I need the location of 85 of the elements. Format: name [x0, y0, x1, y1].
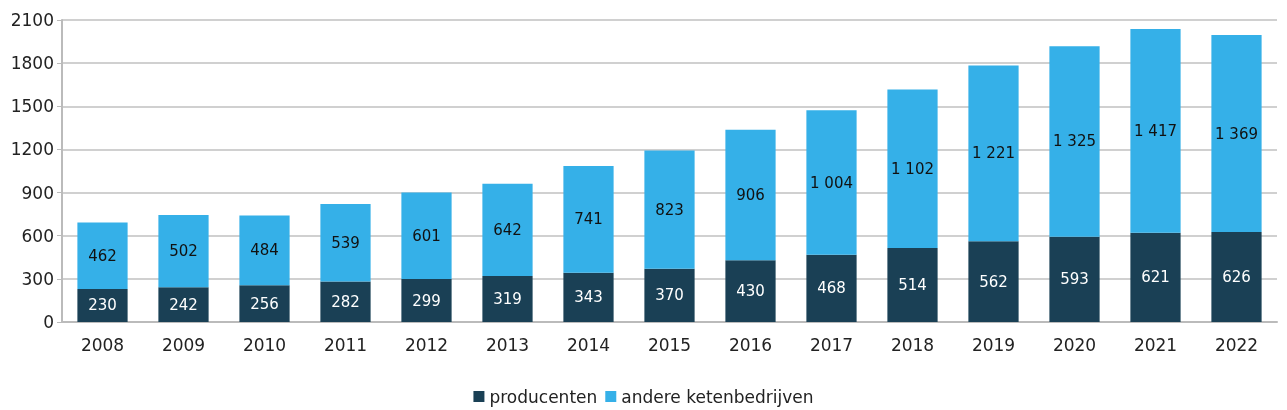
bar: [644, 268, 695, 322]
data-label: 626: [1222, 267, 1251, 286]
bar: [806, 254, 857, 322]
x-tick-label: 2009: [161, 334, 206, 355]
bar: [968, 65, 1019, 242]
bar: [563, 272, 614, 322]
x-tick-label: 2010: [242, 334, 287, 355]
bar: [1130, 232, 1181, 322]
data-label: 906: [736, 186, 765, 205]
data-label: 256: [250, 294, 279, 313]
data-label: 468: [817, 279, 846, 298]
x-tick-label: 2012: [404, 334, 449, 355]
data-label: 642: [493, 220, 522, 239]
data-label: 242: [169, 295, 198, 314]
data-label: 514: [898, 276, 927, 295]
bar: [725, 260, 776, 322]
data-label: 741: [574, 210, 603, 229]
y-tick-label: 2100: [10, 10, 54, 30]
data-label: 430: [736, 282, 765, 301]
x-tick-label: 2021: [1133, 334, 1178, 355]
x-tick-label: 2014: [566, 334, 611, 355]
bar: [320, 281, 371, 322]
bar: [401, 279, 452, 322]
legend-label: producenten: [489, 386, 598, 407]
bar: [725, 129, 776, 261]
data-label: 539: [331, 233, 360, 252]
bar: [158, 215, 209, 288]
y-tick-label: 0: [43, 312, 54, 332]
bar: [1211, 35, 1262, 232]
x-tick-label: 2011: [323, 334, 368, 355]
x-tick-label: 2022: [1214, 334, 1259, 355]
x-tick-label: 2008: [80, 334, 125, 355]
x-tick-label: 2013: [485, 334, 530, 355]
x-tick-label: 2020: [1052, 334, 1097, 355]
data-label: 601: [412, 226, 441, 245]
data-label: 1 417: [1134, 121, 1177, 140]
data-label: 370: [655, 286, 684, 305]
data-label: 621: [1141, 268, 1170, 287]
data-label: 1 004: [810, 173, 853, 192]
bar: [77, 222, 128, 289]
bar: [563, 166, 614, 273]
bar: [644, 150, 695, 269]
x-tick-label: 2019: [971, 334, 1016, 355]
data-label: 462: [88, 246, 117, 265]
data-label: 1 325: [1053, 132, 1096, 151]
x-tick-label: 2017: [809, 334, 854, 355]
bar: [320, 203, 371, 282]
y-tick-label: 1500: [10, 96, 54, 117]
x-tick-label: 2018: [890, 334, 935, 355]
legend-label: andere ketenbedrijven: [621, 386, 814, 407]
data-label: 343: [574, 288, 603, 307]
bar: [482, 276, 533, 322]
y-tick-label: 1800: [10, 53, 54, 74]
y-tick-label: 900: [21, 182, 54, 203]
data-label: 299: [412, 291, 441, 310]
bar: [239, 215, 290, 286]
bar: [1211, 231, 1262, 322]
bar: [887, 248, 938, 322]
data-label: 502: [169, 242, 198, 261]
data-label: 319: [493, 290, 522, 309]
bar: [806, 110, 857, 255]
data-label: 282: [331, 292, 360, 311]
data-label: 1 102: [891, 159, 934, 178]
data-label: 823: [655, 200, 684, 219]
y-tick-label: 1200: [10, 139, 54, 160]
y-tick-label: 300: [21, 268, 54, 289]
bar: [887, 89, 938, 249]
bar: [158, 287, 209, 322]
data-label: 1 369: [1215, 124, 1258, 143]
x-tick-label: 2016: [728, 334, 773, 355]
data-label: 562: [979, 272, 1008, 291]
bar: [482, 183, 533, 277]
bar: [239, 285, 290, 322]
y-tick-label: 600: [21, 225, 54, 246]
bar: [401, 192, 452, 279]
bar: [1049, 46, 1100, 237]
x-tick-label: 2015: [647, 334, 692, 355]
data-label: 484: [250, 241, 279, 260]
data-label: 230: [88, 296, 117, 315]
bar: [77, 288, 128, 322]
bar: [968, 241, 1019, 322]
bar: [1049, 236, 1100, 322]
bar: [1130, 28, 1181, 233]
data-label: 1 221: [972, 144, 1015, 163]
data-label: 593: [1060, 270, 1089, 289]
